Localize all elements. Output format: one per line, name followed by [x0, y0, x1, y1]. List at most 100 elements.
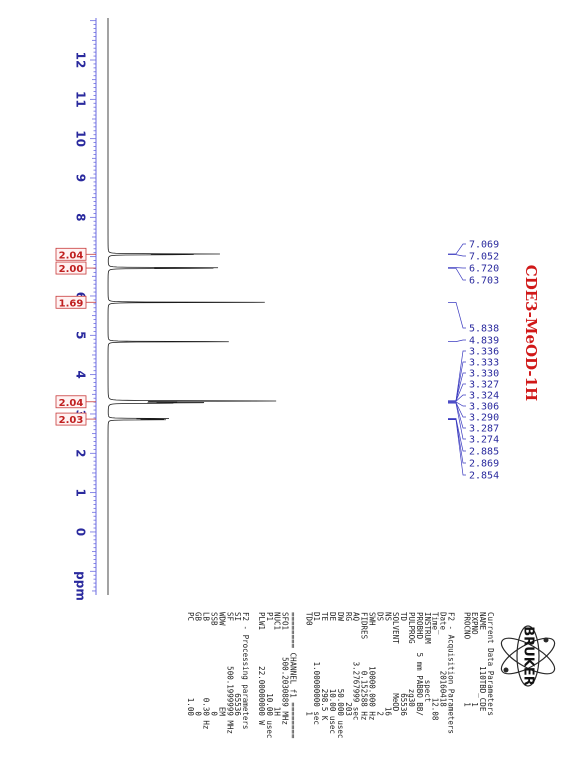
integral-value: 2.00: [59, 264, 84, 275]
peak-label-text: 2.869: [469, 459, 499, 470]
axis-tick-label: 12: [74, 52, 88, 69]
parameter-line: AQ 3.2767999 sec: [352, 612, 361, 720]
parameter-line: TD 65536: [399, 612, 408, 716]
peak-label: 7.069: [448, 240, 499, 255]
axis-tick-label: 2: [74, 449, 88, 457]
parameter-line: SWH 10000.000 Hz: [368, 612, 377, 720]
axis-tick-label: 4: [74, 370, 88, 378]
peak-label-leader: [448, 418, 466, 452]
parameter-line: GB 0: [194, 612, 203, 716]
parameter-line: DS 2: [375, 612, 384, 716]
peak-label: 6.703: [448, 267, 499, 287]
parameter-line: FIDRES 0.152588 Hz: [360, 612, 369, 720]
peak-label-leader: [448, 339, 466, 342]
parameter-line: P1 10.00 usec: [265, 612, 274, 738]
peak-label-text: 3.324: [469, 391, 499, 402]
peak-label-text: 3.327: [469, 380, 499, 391]
logo-orbit: [500, 637, 556, 675]
parameter-line: SI 65536: [233, 612, 242, 716]
spectrum-line: [107, 18, 277, 595]
parameter-line: WDW EM: [217, 612, 226, 716]
peak-label-leader: [448, 402, 466, 429]
logo-orbit: [516, 625, 540, 687]
peak-label-text: 2.854: [469, 471, 499, 482]
axis-tick-label: 5: [74, 331, 88, 339]
axis-tick-label: 1: [74, 488, 88, 496]
peak-label-text: 3.330: [469, 369, 499, 380]
peak-label: 2.885: [448, 418, 499, 458]
logo-electron: [503, 667, 509, 673]
peak-label-leader: [448, 401, 466, 407]
peak-label-leader: [448, 394, 466, 402]
peak-label-leader: [448, 302, 466, 329]
peak-label: 4.839: [448, 336, 499, 347]
peak-label-leader: [448, 267, 466, 281]
peak-label: 6.720: [448, 264, 499, 275]
peak-label: 3.306: [448, 402, 499, 413]
logo-electron: [543, 637, 549, 643]
peak-label-text: 5.838: [469, 324, 499, 335]
parameter-line: LB 0.30 Hz: [202, 612, 211, 729]
axis-tick-label: 8: [74, 213, 88, 221]
parameter-line: SSB 0: [210, 612, 219, 716]
integral-value: 1.69: [59, 298, 84, 309]
peak-label-leader: [448, 372, 466, 402]
integral-label: 2.03: [55, 412, 96, 426]
integral-label: 2.04: [55, 395, 96, 409]
parameter-line: Date_ 20160418: [439, 612, 448, 707]
parameter-line: EXPNO 1: [470, 612, 479, 707]
axis-tick-label: 9: [74, 174, 88, 182]
parameter-line: PC 1.00: [186, 612, 195, 716]
parameter-line: TD0 1: [304, 612, 313, 716]
parameter-line: PROCNO 1: [462, 612, 471, 707]
peak-label-leader: [448, 254, 466, 257]
parameter-line: D1 1.00000000 sec: [312, 612, 321, 725]
peak-label: 3.274: [448, 402, 499, 446]
axis-tick-label: 0: [74, 528, 88, 536]
peak-label-text: 7.069: [469, 240, 499, 251]
peak-label: 7.052: [448, 252, 499, 263]
peak-label-text: 2.885: [469, 447, 499, 458]
integral-value: 2.04: [59, 398, 84, 409]
parameter-line: NS 16: [383, 612, 392, 716]
spectrum-trace: [107, 18, 277, 595]
axis-tick-label: 11: [74, 91, 88, 108]
parameter-line: Current Data Parameters: [486, 612, 495, 716]
peak-label-leader: [448, 350, 466, 402]
peak-label-leader: [448, 243, 466, 255]
peak-label-text: 4.839: [469, 336, 499, 347]
peak-label-text: 3.290: [469, 413, 499, 424]
peak-label-text: 6.720: [469, 264, 499, 275]
parameter-line: PROBHD 5 mm PABBO BB/: [415, 612, 424, 716]
parameter-line: PULPROG zg30: [407, 612, 416, 707]
peak-label: 5.838: [448, 302, 499, 335]
axis-tick-label: 10: [74, 130, 88, 147]
peak-label-text: 3.336: [469, 347, 499, 358]
integral-value: 2.04: [59, 250, 84, 261]
parameter-line: INSTRUM spect: [423, 612, 432, 702]
peak-label-text: 3.287: [469, 424, 499, 435]
peak-label: 3.324: [448, 391, 499, 402]
peak-label: 2.869: [448, 418, 499, 470]
bruker-logo: BRUKER: [500, 625, 556, 687]
parameter-line: NAME 110TBD_CDE: [478, 612, 487, 712]
parameter-line: ======== CHANNEL f1 ========: [289, 612, 298, 739]
peak-label-text: 7.052: [469, 252, 499, 263]
parameter-line: SFO1 500.2030889 MHz: [281, 612, 290, 725]
parameter-line: NUC1 1H: [273, 612, 282, 716]
peak-label: 2.854: [448, 419, 499, 482]
parameter-line: F2 - Acquisition Parameters: [447, 612, 456, 734]
title-group: CDE3-MeOD-1H: [522, 265, 540, 401]
parameter-line: PLW1 22.00000000 W: [257, 612, 266, 725]
parameter-line: SF 500.1999999 MHz: [225, 612, 234, 734]
integral-label: 1.69: [55, 295, 96, 309]
integral-value: 2.03: [59, 415, 84, 426]
logo-text: BRUKER: [521, 626, 536, 685]
peak-label-text: 3.333: [469, 358, 499, 369]
peak-label-text: 6.703: [469, 276, 499, 287]
peak-label-leader: [448, 418, 466, 464]
integral-labels: 2.04 2.00 1.69 2.04 2.03: [55, 247, 96, 426]
